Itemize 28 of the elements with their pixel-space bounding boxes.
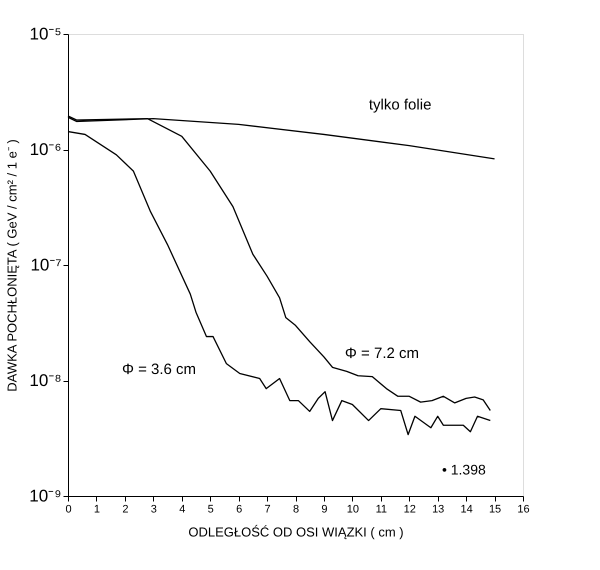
y-tick-label: 10⁻⁶ xyxy=(30,140,62,159)
x-tick-label: 14 xyxy=(460,504,473,516)
series-label: Φ = 3.6 cm xyxy=(122,360,196,378)
x-tick-label: 11 xyxy=(376,504,388,516)
x-tick-label: 13 xyxy=(432,504,444,516)
series-label: Φ = 7.2 cm xyxy=(344,344,419,362)
x-tick-label: 8 xyxy=(292,504,300,516)
x-tick-label: 9 xyxy=(321,504,328,516)
y-tick-label: 10⁻⁵ xyxy=(30,24,62,44)
y-tick-label: 10⁻⁷ xyxy=(30,256,62,274)
x-tick-label: 0 xyxy=(65,504,72,516)
annotation: • 1.398 xyxy=(442,462,486,478)
x-tick-label: 4 xyxy=(179,504,186,516)
x-tick-label: 3 xyxy=(150,504,157,516)
x-tick-label: 12 xyxy=(404,504,416,516)
x-tick-label: 2 xyxy=(122,504,128,516)
y-tick-label: 10⁻⁹ xyxy=(29,486,62,506)
x-tick-label: 15 xyxy=(488,504,502,516)
x-tick-label: 16 xyxy=(517,504,530,516)
x-axis-title: ODLEGŁOŚĆ OD OSI WIĄZKI ( cm ) xyxy=(188,524,404,540)
x-tick-label: 1 xyxy=(94,504,100,516)
x-tick-label: 6 xyxy=(236,504,242,516)
x-tick-label: 5 xyxy=(208,504,214,516)
x-tick-label: 10 xyxy=(346,504,359,516)
series-label: tylko folie xyxy=(368,96,432,114)
y-tick-label: 10⁻⁸ xyxy=(29,371,62,390)
x-tick-label: 7 xyxy=(264,504,271,516)
y-axis-title: DAWKA POCHŁONIĘTA ( GeV / cm² / 1 e⁻ ) xyxy=(4,139,20,392)
